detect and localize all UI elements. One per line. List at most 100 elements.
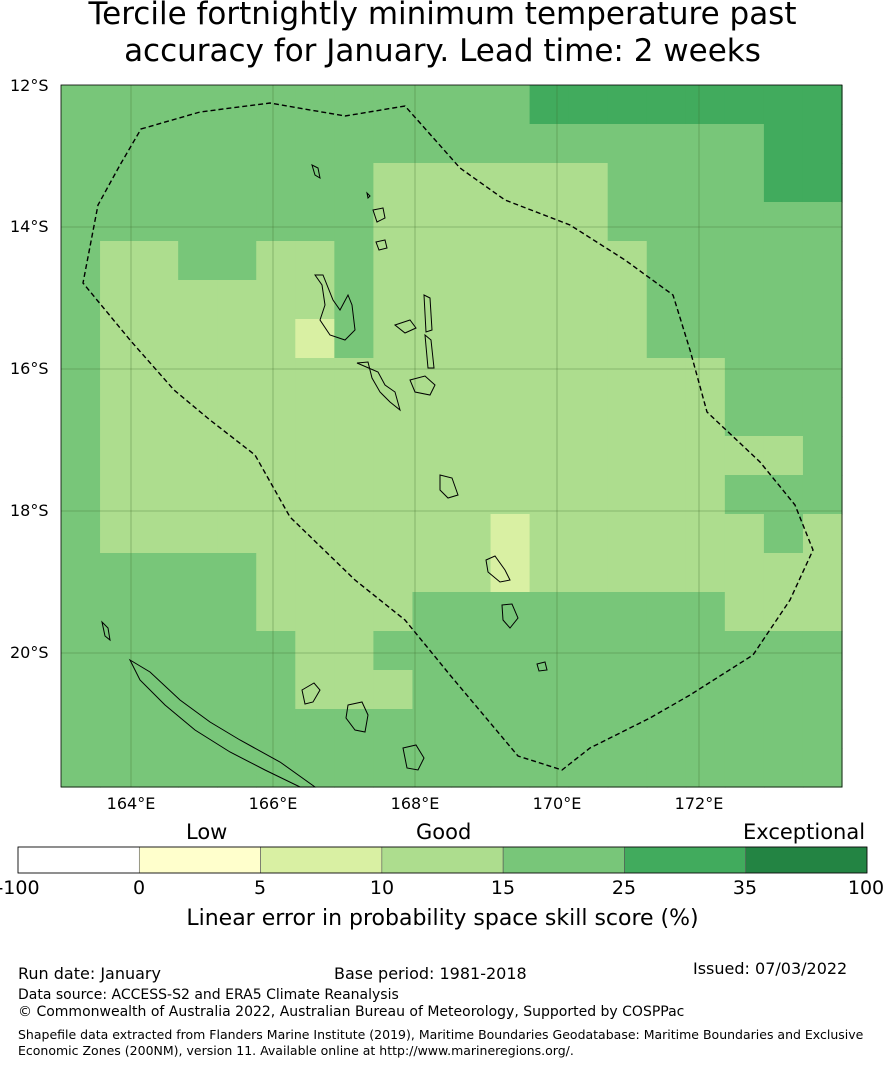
grid-cell	[256, 397, 296, 437]
grid-cell	[646, 202, 687, 242]
grid-cell	[646, 397, 687, 437]
grid-cell	[802, 319, 843, 359]
grid-cell	[217, 397, 257, 437]
grid-cell	[724, 670, 765, 710]
grid-cell	[256, 631, 296, 671]
grid-cell	[100, 202, 140, 242]
grid-cell	[685, 475, 726, 515]
grid-cell	[412, 709, 453, 749]
grid-cell	[451, 397, 492, 437]
grid-cell	[100, 748, 140, 788]
grid-cell	[100, 592, 140, 632]
grid-cell	[529, 670, 570, 710]
grid-cell	[100, 397, 140, 437]
grid-cell	[412, 163, 453, 203]
grid-cell	[607, 475, 648, 515]
grid-cell	[412, 670, 453, 710]
grid-cell	[763, 85, 804, 125]
grid-cell	[178, 553, 218, 593]
lat-label-20s: 20°S	[10, 643, 49, 662]
grid-cell	[646, 670, 687, 710]
grid-cell	[178, 709, 218, 749]
grid-cell	[334, 670, 374, 710]
grid-cell	[763, 280, 804, 320]
grid-cell	[334, 397, 374, 437]
grid-cell	[217, 124, 257, 164]
grid-cell	[412, 241, 453, 281]
grid-cell	[685, 514, 726, 554]
grid-cell	[607, 163, 648, 203]
grid-cell	[178, 475, 218, 515]
grid-cell	[295, 85, 335, 125]
grid-cell	[685, 124, 726, 164]
grid-cell	[802, 514, 843, 554]
grid-cell	[646, 85, 687, 125]
grid-cell	[373, 670, 414, 710]
grid-cell	[178, 436, 218, 476]
legend-tick-5: 5	[253, 877, 267, 899]
grid-cell	[61, 592, 101, 632]
grid-cell	[490, 85, 531, 125]
grid-cell	[685, 748, 726, 788]
grid-cell	[529, 514, 570, 554]
grid-cell	[607, 319, 648, 359]
grid-cell	[373, 319, 414, 359]
grid-cell	[763, 436, 804, 476]
grid-cell	[100, 124, 140, 164]
grid-cell	[685, 709, 726, 749]
colorbar-segment	[260, 846, 383, 874]
grid-cell	[256, 280, 296, 320]
grid-cell	[295, 670, 335, 710]
copyright: © Commonwealth of Australia 2022, Austra…	[18, 1004, 685, 1020]
grid-cell	[256, 163, 296, 203]
grid-cell	[178, 280, 218, 320]
grid-cell	[529, 397, 570, 437]
base-period: Base period: 1981-2018	[334, 964, 527, 983]
legend-tick-25: 25	[611, 877, 637, 899]
grid-cell	[61, 748, 101, 788]
grid-cell	[529, 709, 570, 749]
grid-cell	[802, 670, 843, 710]
grid-cell	[373, 280, 414, 320]
grid-cell	[490, 592, 531, 632]
grid-cell	[802, 592, 843, 632]
grid-cell	[568, 436, 609, 476]
grid-cell	[451, 436, 492, 476]
grid-cell	[685, 397, 726, 437]
grid-cell	[412, 748, 453, 788]
grid-cell	[61, 670, 101, 710]
grid-cell	[451, 241, 492, 281]
grid-cell	[607, 397, 648, 437]
grid-cell	[607, 748, 648, 788]
data-source: Data source: ACCESS-S2 and ERA5 Climate …	[18, 987, 399, 1003]
grid-cell	[139, 397, 179, 437]
grid-cell	[100, 514, 140, 554]
grid-cell	[139, 592, 179, 632]
grid-cell	[490, 202, 531, 242]
shapefile-credit-line-2: Economic Zones (200NM), version 11. Avai…	[18, 1043, 574, 1058]
grid-cell	[802, 436, 843, 476]
grid-cell	[139, 748, 179, 788]
grid-cell	[295, 631, 335, 671]
lat-label-18s: 18°S	[10, 501, 49, 520]
grid-cell	[139, 514, 179, 554]
grid-cell	[763, 163, 804, 203]
grid-cell	[724, 709, 765, 749]
grid-cell	[646, 124, 687, 164]
grid-cell	[295, 358, 335, 398]
grid-cell	[412, 592, 453, 632]
grid-cell	[568, 358, 609, 398]
grid-cell	[529, 280, 570, 320]
colorbar-segment	[381, 846, 504, 874]
colorbar	[17, 846, 868, 874]
grid-cell	[724, 124, 765, 164]
grid-cell	[568, 319, 609, 359]
grid-cell	[295, 319, 335, 359]
grid-cell	[802, 397, 843, 437]
grid-cell	[412, 202, 453, 242]
lon-label-172e: 172°E	[674, 794, 724, 813]
grid-cell	[295, 475, 335, 515]
skill-grid	[61, 85, 843, 788]
grid-cell	[373, 709, 414, 749]
grid-cell	[529, 241, 570, 281]
